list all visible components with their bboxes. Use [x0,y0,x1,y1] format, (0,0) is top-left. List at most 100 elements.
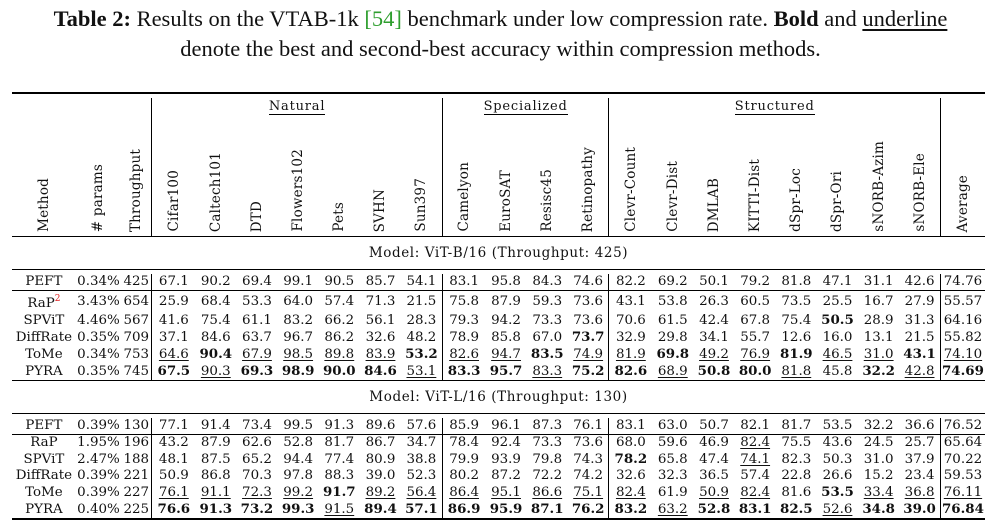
table-cell: 39.0 [899,501,941,520]
cell-value: 78.9 [449,329,480,345]
table-cell: 75.8 [442,291,485,313]
cell-value: 73.6 [573,435,604,450]
cell-value: 36.5 [699,468,729,483]
table-cell: 82.4 [735,484,776,501]
table-cell: 79.3 [442,312,485,329]
table-cell: 72.2 [527,468,568,484]
table-cell: 61.1 [236,312,277,329]
table-cell: 654 [121,290,153,312]
col-header-camelyon: Camelyon [442,114,486,237]
cell-value: 87.1 [530,501,564,517]
cell-value: 65.64 [943,435,983,450]
table-cell: 36.5 [693,468,734,484]
cell-value: 82.1 [740,418,771,433]
table-cell: 31.0 [858,346,899,363]
col-header-label: SVHN [372,188,389,232]
cell-value: 46.9 [699,435,729,450]
table-cell: 90.2 [195,274,237,291]
table-cell: 225 [121,501,153,520]
caption-text-a: Results on the VTAB-1k [130,6,365,31]
method-cell: DiffRate [12,468,76,484]
table-cell: 74.10 [940,346,985,363]
cell-value: 33.4 [863,484,894,500]
method-name: SPViT [23,312,65,328]
table-row: DiffRate 0.35% 709 37.1 84.6 63.7 96.7 86.2 32.6… [12,329,985,346]
cell-value: 41.6 [158,312,189,328]
table-cell: 196 [121,434,153,451]
cell-value: 90.2 [200,274,231,289]
cell-value: 82.6 [449,346,480,362]
cell-value: 36.8 [904,484,935,500]
cell-value: 0.39% [77,418,120,433]
cell-value: 76.1 [158,484,189,500]
table-cell: 57.6 [401,418,443,435]
cell-value: 52.6 [822,501,853,517]
footnote-marker[interactable]: 2 [54,294,61,304]
table-cell: 32.6 [609,468,652,484]
table-cell: 45.8 [816,363,859,381]
table-cell: 86.2 [319,329,360,346]
table-cell: 90.4 [195,346,236,363]
table-cell: 43.1 [609,291,652,313]
table-cell: 42.8 [899,363,941,381]
table-cell: 32.3 [652,468,693,484]
table-cell: 25.9 [152,291,195,313]
cell-value: 74.9 [573,346,604,362]
method-name: PEFT [25,418,63,433]
table-cell: 81.8 [775,363,817,381]
cell-value: 86.2 [324,329,355,345]
table-cell: 82.6 [442,346,485,363]
table-cell: 90.0 [318,363,360,381]
cell-value: 82.4 [615,484,646,500]
table-cell: 188 [121,451,153,468]
table-cell: 76.1 [152,484,195,501]
cell-value: 53.3 [242,293,272,309]
cell-value: 61.5 [657,312,688,328]
table-cell: 69.8 [652,346,693,363]
col-header-label: Clevr-Dist [664,161,681,232]
cell-value: 32.3 [657,468,688,483]
table-cell: 95.1 [485,484,526,501]
cell-value: 95.8 [491,274,521,289]
cell-value: 83.1 [738,501,772,517]
table-cell: 39.0 [360,468,401,484]
table-cell: 37.9 [899,451,941,468]
cell-value: 21.5 [904,329,935,345]
method-name: PYRA [25,501,63,517]
table-cell: 77.4 [319,451,360,468]
table-cell: 98.9 [277,363,319,381]
table-cell: 95.8 [485,274,527,291]
table-cell: 76.11 [940,484,985,501]
method-cell: ToMe [12,484,76,501]
cell-value: 83.2 [614,501,648,517]
caption-citation-link[interactable]: [54] [364,6,402,31]
table-cell: 50.9 [152,468,195,484]
table-cell: 34.7 [401,434,443,451]
cell-value: 87.3 [532,418,563,433]
col-header-dspr-ori: dSpr-Ori [816,114,859,237]
table-cell: 84.3 [526,274,568,291]
cell-value: 57.4 [324,293,355,309]
cell-value: 76.11 [943,484,983,500]
cell-value: 94.7 [491,346,521,362]
table-cell: 73.5 [776,291,817,313]
cell-value: 83.3 [447,363,481,379]
table-cell: 43.1 [899,346,941,363]
table-cell: 75.1 [567,484,610,501]
cell-value: 69.2 [657,274,688,289]
cell-value: 87.9 [200,435,231,450]
table-cell: 56.4 [401,484,443,501]
table-cell: 13.1 [858,329,899,346]
table-cell: 81.7 [775,418,817,435]
table-cell: 91.3 [318,418,360,435]
table-cell: 84.6 [195,329,236,346]
cell-value: 29.8 [657,329,688,345]
table-cell: 69.3 [236,363,278,381]
cell-value: 0.40% [77,501,120,517]
table-cell: 67.8 [735,312,776,329]
table-cell: 81.9 [776,346,817,363]
table-cell: 75.4 [776,312,817,329]
table-cell: 0.35% [76,329,121,346]
cell-value: 80.0 [738,363,772,379]
cell-value: 50.9 [699,484,729,500]
